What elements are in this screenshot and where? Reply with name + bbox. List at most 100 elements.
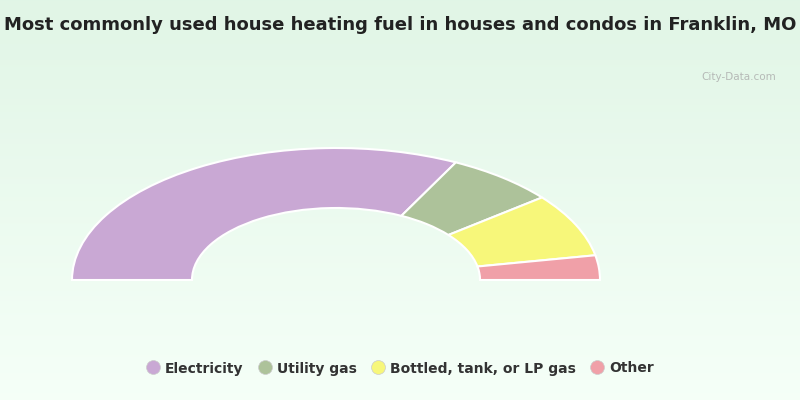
Bar [0, 185, 800, 187]
Bar [0, 372, 800, 373]
Bar [0, 231, 800, 232]
Wedge shape [478, 255, 600, 280]
Bar [0, 132, 800, 133]
Bar [0, 344, 800, 345]
Bar [0, 41, 800, 43]
Bar [0, 9, 800, 11]
Bar [0, 243, 800, 244]
Bar [0, 172, 800, 173]
Bar [0, 312, 800, 313]
Bar [0, 300, 800, 301]
Bar [0, 188, 800, 189]
Bar [0, 11, 800, 12]
Bar [0, 121, 800, 123]
Bar [0, 83, 800, 84]
Bar [0, 21, 800, 23]
Bar [0, 55, 800, 56]
Bar [0, 16, 800, 17]
Bar [0, 133, 800, 135]
Bar [0, 160, 800, 161]
Bar [0, 48, 800, 49]
Bar [0, 284, 800, 285]
Wedge shape [448, 198, 595, 266]
Bar [0, 251, 800, 252]
Bar [0, 204, 800, 205]
Bar [0, 141, 800, 143]
Bar [0, 239, 800, 240]
Bar [0, 283, 800, 284]
Bar [0, 203, 800, 204]
Bar [0, 249, 800, 251]
Text: Most commonly used house heating fuel in houses and condos in Franklin, MO: Most commonly used house heating fuel in… [4, 16, 796, 34]
Bar [0, 373, 800, 375]
Bar [0, 27, 800, 28]
Bar [0, 328, 800, 329]
Bar [0, 309, 800, 311]
Bar [0, 333, 800, 335]
Bar [0, 107, 800, 108]
Bar [0, 96, 800, 97]
Wedge shape [72, 148, 456, 280]
Bar [0, 199, 800, 200]
Bar [0, 341, 800, 343]
Bar [0, 316, 800, 317]
Bar [0, 396, 800, 397]
Bar [0, 148, 800, 149]
Bar [0, 385, 800, 387]
Bar [0, 131, 800, 132]
Bar [0, 277, 800, 279]
Bar [0, 376, 800, 377]
Bar [0, 217, 800, 219]
Bar [0, 64, 800, 65]
Bar [0, 109, 800, 111]
Bar [0, 7, 800, 8]
Bar [0, 331, 800, 332]
Bar [0, 264, 800, 265]
Bar [0, 388, 800, 389]
Bar [0, 387, 800, 388]
Bar [0, 233, 800, 235]
Bar [0, 360, 800, 361]
Bar [0, 213, 800, 215]
Bar [0, 177, 800, 179]
Bar [0, 181, 800, 183]
Bar [0, 81, 800, 83]
Bar [0, 28, 800, 29]
Bar [0, 375, 800, 376]
Bar [0, 340, 800, 341]
Bar [0, 368, 800, 369]
Bar [0, 244, 800, 245]
Bar [0, 276, 800, 277]
Bar [0, 348, 800, 349]
Bar [0, 335, 800, 336]
Bar [0, 23, 800, 24]
Bar [0, 179, 800, 180]
Bar [0, 173, 800, 175]
Bar [0, 4, 800, 5]
Bar [0, 93, 800, 95]
Bar [0, 329, 800, 331]
Bar [0, 147, 800, 148]
Text: City-Data.com: City-Data.com [702, 72, 776, 82]
Bar [0, 65, 800, 67]
Bar [0, 215, 800, 216]
Bar [0, 281, 800, 283]
Bar [0, 287, 800, 288]
Bar [0, 140, 800, 141]
Bar [0, 67, 800, 68]
Bar [0, 339, 800, 340]
Bar [0, 143, 800, 144]
Bar [0, 295, 800, 296]
Bar [0, 184, 800, 185]
Bar [0, 145, 800, 147]
Bar [0, 32, 800, 33]
Bar [0, 345, 800, 347]
Bar [0, 392, 800, 393]
Bar [0, 76, 800, 77]
Bar [0, 307, 800, 308]
Bar [0, 189, 800, 191]
Bar [0, 336, 800, 337]
Bar [0, 95, 800, 96]
Bar [0, 356, 800, 357]
Bar [0, 304, 800, 305]
